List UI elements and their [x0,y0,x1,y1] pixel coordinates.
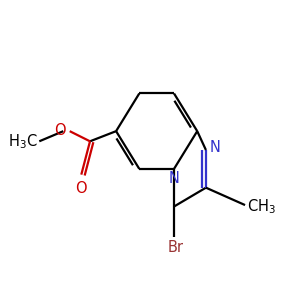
Text: N: N [210,140,220,154]
Text: O: O [75,181,86,196]
Text: CH$_3$: CH$_3$ [248,197,276,216]
Text: O: O [55,123,66,138]
Text: Br: Br [167,240,184,255]
Text: N: N [169,171,179,186]
Text: H$_3$C: H$_3$C [8,132,38,151]
